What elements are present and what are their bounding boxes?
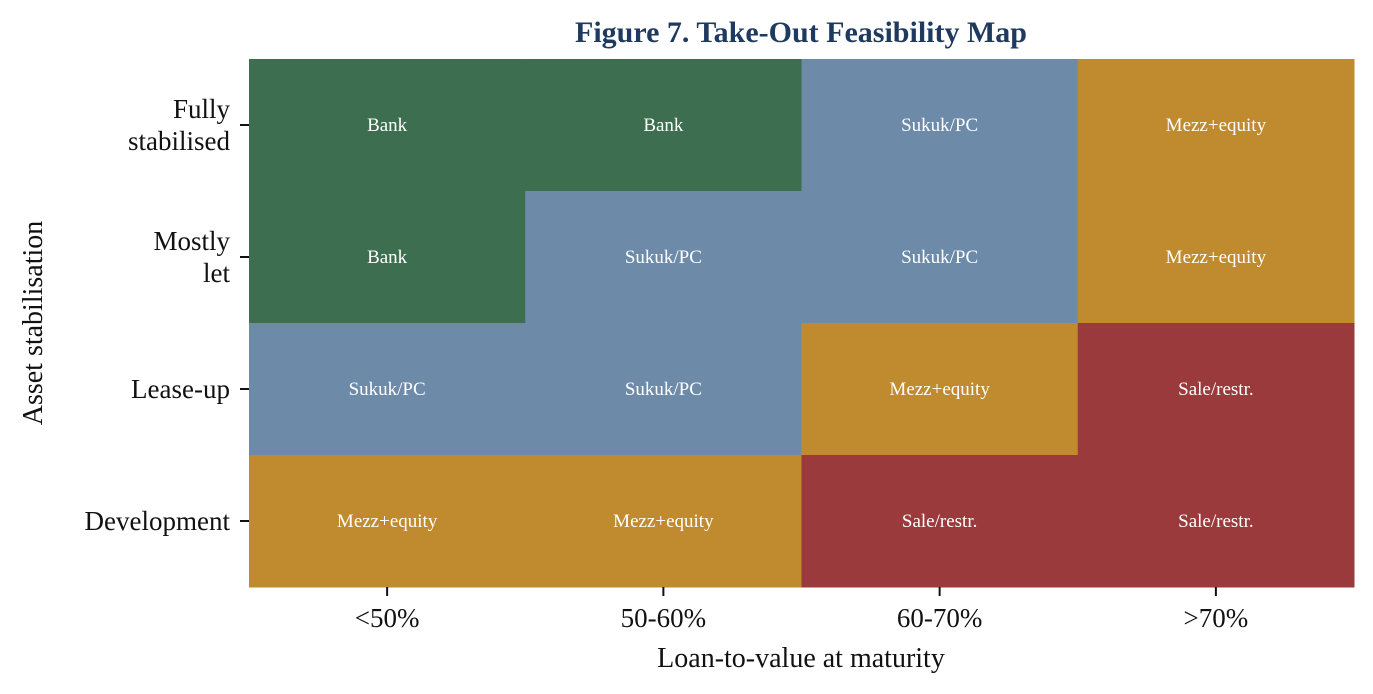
cell-label: Mezz+equity: [1166, 115, 1267, 136]
chart-title: Figure 7. Take-Out Feasibility Map: [575, 16, 1027, 49]
heatmap-cell: [249, 191, 526, 324]
cell-label: Bank: [643, 115, 684, 136]
cell-label: Sale/restr.: [902, 511, 977, 532]
heatmap-cell: [801, 455, 1079, 588]
cell-label: Sale/restr.: [1178, 379, 1253, 400]
cell-label: Sukuk/PC: [625, 379, 702, 400]
y-tick-label: Development: [85, 506, 231, 536]
heatmap-cell: [801, 59, 1079, 192]
heatmap-cell: [525, 455, 802, 588]
heatmap-cell: [1077, 191, 1355, 324]
heatmap-cell: [525, 323, 802, 456]
heatmap-cell: [1077, 455, 1355, 588]
heatmap-cell: [801, 191, 1079, 324]
x-tick-label: 60-70%: [897, 603, 982, 633]
x-tick-label: 50-60%: [621, 603, 706, 633]
y-tick-label: Mostly let: [153, 226, 230, 288]
cell-label: Bank: [367, 115, 408, 136]
x-tick-label: <50%: [355, 603, 420, 633]
y-tick-label: Lease-up: [131, 374, 230, 404]
cell-label: Mezz+equity: [889, 379, 990, 400]
cell-label: Mezz+equity: [613, 511, 714, 532]
heatmap-cell: [1077, 59, 1355, 192]
heatmap-cell: [525, 59, 802, 192]
x-axis: <50% 50-60% 60-70% >70%: [355, 587, 1248, 633]
x-axis-label: Loan-to-value at maturity: [657, 643, 945, 674]
x-tick-label: >70%: [1184, 603, 1249, 633]
heatmap-cell: [801, 323, 1079, 456]
y-axis: Fully stabilised Mostly let Lease-up Developm…: [85, 94, 249, 536]
y-axis-label: Asset stabilisation: [18, 221, 49, 426]
cell-label: Bank: [367, 247, 408, 268]
heatmap-cell: [525, 191, 802, 324]
cell-label: Sukuk/PC: [901, 247, 978, 268]
cell-label: Sukuk/PC: [901, 115, 978, 136]
heatmap-cell: [249, 323, 526, 456]
heatmap-cell: [1077, 323, 1355, 456]
heatmap-cells: Bank Bank Sukuk/PC Mezz+equity Bank Sukuk/PC S…: [249, 59, 1355, 588]
cell-label: Sukuk/PC: [349, 379, 426, 400]
cell-label: Mezz+equity: [1166, 247, 1267, 268]
y-tick-label: Fully stabilised: [128, 94, 230, 156]
heatmap-cell: [249, 59, 526, 192]
cell-label: Mezz+equity: [337, 511, 438, 532]
cell-label: Sale/restr.: [1178, 511, 1253, 532]
heatmap-cell: [249, 455, 526, 588]
cell-label: Sukuk/PC: [625, 247, 702, 268]
